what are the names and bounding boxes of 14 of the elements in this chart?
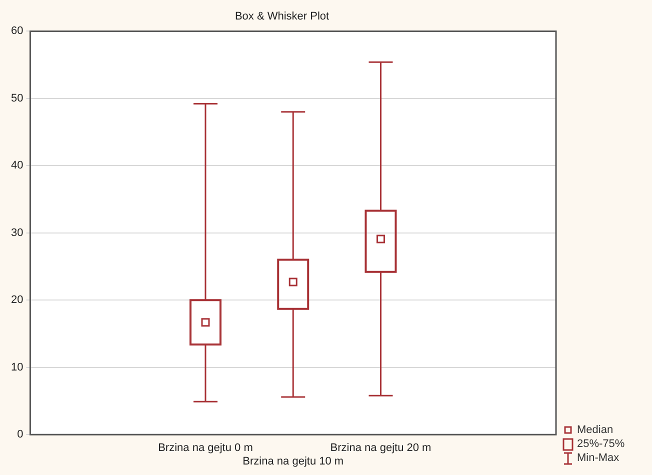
y-tick-label: 50 <box>10 92 24 104</box>
text: Median <box>577 424 614 436</box>
x-tick-label: Brzina na gejtu 0 m <box>158 442 253 454</box>
y-tick-label: 0 <box>17 428 24 441</box>
y-tick-label: 30 <box>10 226 24 239</box>
chart-title: Box & Whisker Plot <box>234 10 330 23</box>
x-tick-label: Brzina na gejtu 10 m <box>242 455 344 468</box>
text: Min-Max <box>577 452 620 464</box>
y-tick-label: 60 <box>10 25 24 38</box>
y-tick-label: 20 <box>10 294 24 306</box>
y-tick-label: 40 <box>10 160 24 172</box>
text: 25%-75% <box>577 438 625 450</box>
y-tick-label: 10 <box>10 361 24 374</box>
x-tick-label: Brzina na gejtu 20 m <box>330 442 432 454</box>
